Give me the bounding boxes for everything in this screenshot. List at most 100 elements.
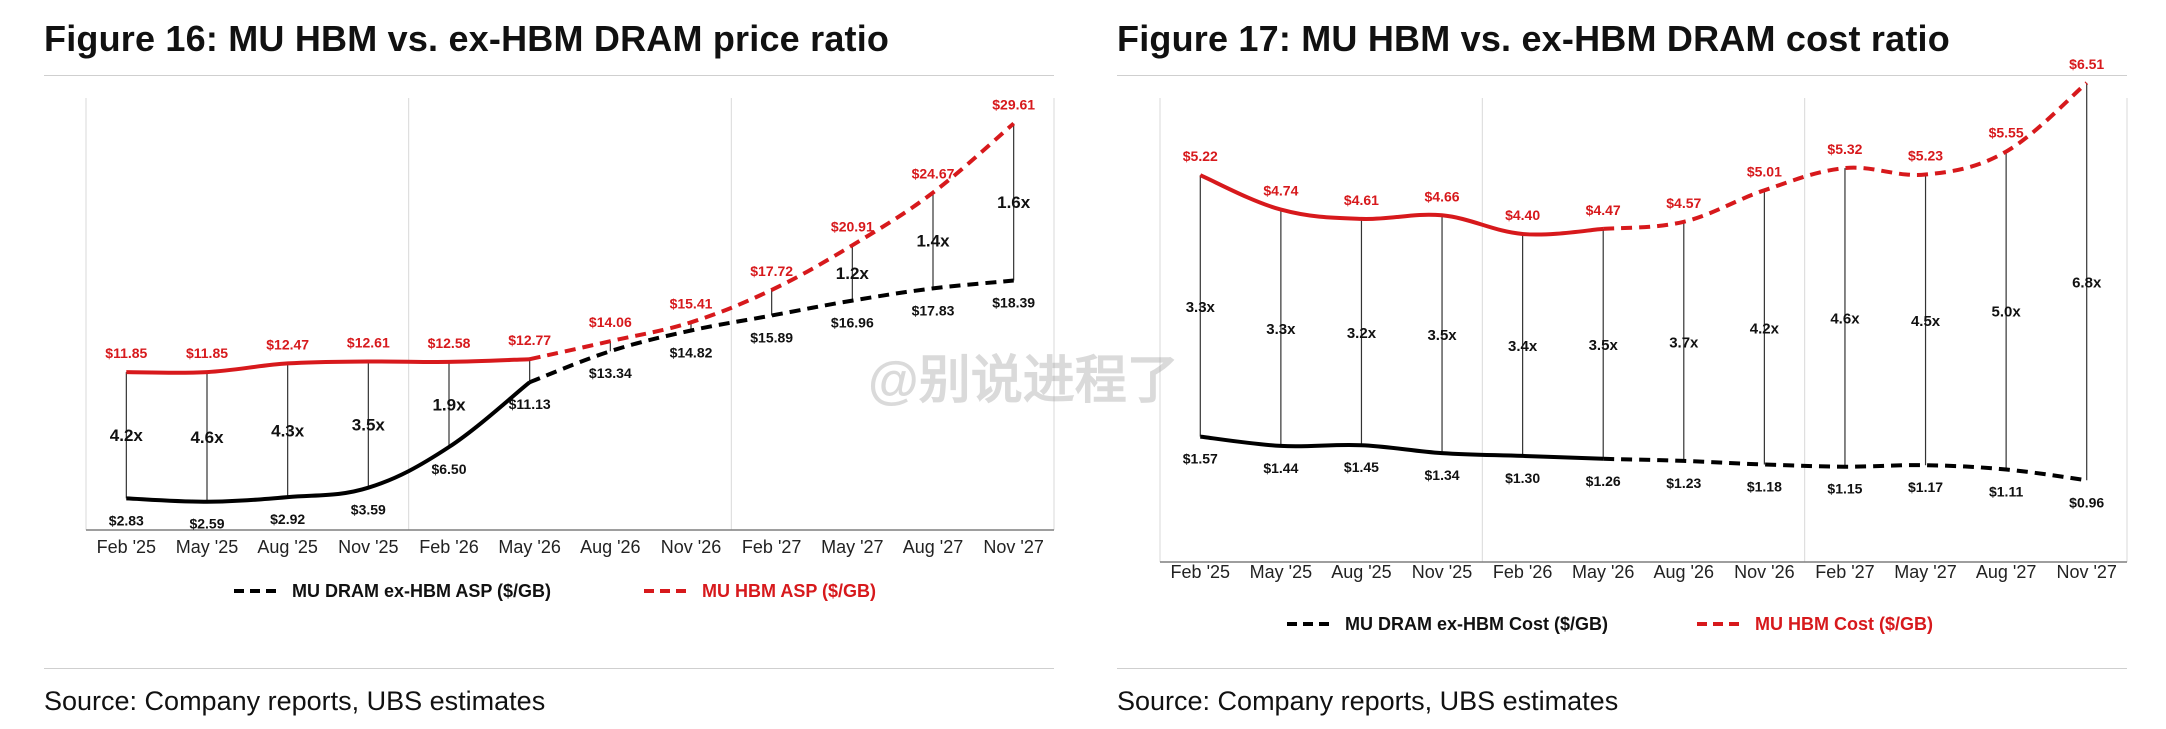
title-rule [44, 75, 1054, 76]
x-tick-label: May '25 [176, 537, 238, 557]
hbm-data-label: $4.66 [1425, 188, 1460, 204]
ex-hbm-data-label: $1.44 [1263, 460, 1298, 476]
ratio-label: 6.8x [2072, 275, 2102, 292]
price-ratio-chart: 4.2x 4.6x 4.3x 3.5x 1.9x 1.2x 1.4x 1.6x $2.83 $11… [85, 96, 1055, 601]
x-tick-label: Feb '25 [97, 537, 156, 557]
hbm-data-label: $24.67 [912, 166, 955, 182]
figure-16-panel: Figure 16: MU HBM vs. ex-HBM DRAM price … [44, 0, 1055, 729]
ex-hbm-data-label: $1.23 [1666, 475, 1701, 491]
hbm-data-label: $4.57 [1666, 195, 1701, 211]
x-tick-label: Nov '26 [661, 537, 721, 557]
ex-hbm-data-label: $2.83 [109, 512, 144, 528]
hbm-data-label: $20.91 [831, 218, 874, 234]
hbm-data-label: $4.47 [1586, 202, 1621, 218]
ex-hbm-series-line-actual [126, 380, 531, 504]
ex-hbm-data-label: $1.15 [1827, 481, 1862, 497]
hbm-data-label: $12.47 [266, 336, 309, 352]
hbm-data-label: $11.85 [105, 345, 147, 361]
hbm-data-label: $5.55 [1989, 125, 2024, 141]
ratio-label: 5.0x [1992, 304, 2022, 321]
source-rule [44, 668, 1054, 669]
hbm-series-line-estimate [1603, 81, 2089, 231]
ex-hbm-data-label: $1.11 [1989, 484, 2023, 500]
x-tick-label: Aug '25 [1331, 562, 1392, 582]
x-tick-label: May '26 [1572, 562, 1634, 582]
x-tick-label: May '27 [821, 537, 883, 557]
hbm-data-label: $12.61 [347, 334, 390, 350]
ratio-label: 4.2x [110, 426, 144, 445]
ex-hbm-series-line-estimate [1603, 456, 2087, 483]
ex-hbm-data-label: $13.34 [589, 365, 632, 381]
legend-label: MU HBM ASP ($/GB) [702, 581, 876, 601]
hbm-series-line-actual [1199, 173, 1604, 237]
ex-hbm-series-line-actual [1200, 434, 1604, 461]
ex-hbm-data-label: $1.26 [1586, 473, 1621, 489]
x-tick-label: Aug '26 [1654, 562, 1715, 582]
hbm-data-label: $4.40 [1505, 207, 1540, 223]
hbm-data-label: $12.77 [508, 332, 551, 348]
ratio-label: 3.7x [1669, 334, 1699, 351]
ex-hbm-data-label: $1.34 [1425, 467, 1460, 483]
ex-hbm-data-label: $14.82 [670, 345, 713, 361]
ratio-label: 1.9x [432, 395, 466, 414]
hbm-data-label: $5.01 [1747, 163, 1782, 179]
hbm-data-label: $5.22 [1183, 148, 1218, 164]
ratio-label: 3.2x [1347, 325, 1377, 342]
hbm-data-label: $15.41 [670, 295, 713, 311]
ex-hbm-data-label: $0.96 [2069, 494, 2104, 510]
ex-hbm-data-label: $18.39 [992, 295, 1035, 311]
x-tick-label: Aug '26 [580, 537, 641, 557]
ratio-label: 1.6x [997, 193, 1031, 212]
figure-17-panel: Figure 17: MU HBM vs. ex-HBM DRAM cost r… [1117, 0, 2128, 729]
cost-ratio-chart: 3.3x 3.3x 3.2x 3.5x 3.4x 3.5x 3.7x 4.2x 4.6x 4.5x… [1159, 56, 2128, 634]
ratio-label: 4.5x [1911, 313, 1941, 330]
x-tick-label: Feb '25 [1171, 562, 1230, 582]
x-tick-label: May '26 [498, 537, 560, 557]
hbm-series-line-actual [126, 357, 530, 375]
ratio-label: 4.6x [1830, 310, 1860, 327]
ex-hbm-data-label: $1.18 [1747, 479, 1782, 495]
x-tick-label: Aug '25 [257, 537, 318, 557]
x-tick-label: Aug '27 [1976, 562, 2037, 582]
legend-label: MU DRAM ex-HBM Cost ($/GB) [1345, 614, 1608, 634]
ex-hbm-data-label: $1.45 [1344, 459, 1379, 475]
ratio-label: 3.4x [1508, 338, 1538, 355]
ex-hbm-data-label: $16.96 [831, 315, 874, 331]
hbm-data-label: $4.61 [1344, 192, 1379, 208]
ratio-label: 3.5x [352, 416, 386, 435]
x-tick-label: Nov '26 [1734, 562, 1794, 582]
x-tick-label: Nov '25 [338, 537, 398, 557]
x-tick-label: Feb '27 [1815, 562, 1874, 582]
ex-hbm-data-label: $17.83 [912, 302, 955, 318]
hbm-series-line-estimate [529, 121, 1015, 362]
hbm-data-label: $17.72 [750, 263, 793, 279]
ex-hbm-data-label: $6.50 [431, 461, 466, 477]
title-rule [1117, 75, 2127, 76]
ex-hbm-data-label: $1.30 [1505, 470, 1540, 486]
chart-title: Figure 17: MU HBM vs. ex-HBM DRAM cost r… [1117, 18, 1950, 59]
watermark-text: @别说进程了 [868, 352, 1179, 410]
hbm-data-label: $11.85 [186, 345, 228, 361]
ex-hbm-data-label: $2.92 [270, 511, 305, 527]
hbm-data-label: $29.61 [992, 96, 1035, 112]
hbm-data-label: $4.74 [1263, 183, 1298, 199]
x-tick-label: Feb '26 [1493, 562, 1552, 582]
source-note: Source: Company reports, UBS estimates [1117, 686, 1619, 716]
ex-hbm-data-label: $15.89 [750, 330, 793, 346]
x-tick-label: May '25 [1250, 562, 1312, 582]
source-note: Source: Company reports, UBS estimates [44, 686, 546, 716]
ratio-label: 3.5x [1589, 337, 1619, 354]
ex-hbm-series-line-estimate [528, 278, 1014, 385]
hbm-data-label: $14.06 [589, 314, 632, 330]
hbm-data-label: $5.23 [1908, 148, 1943, 164]
ex-hbm-data-label: $1.17 [1908, 479, 1943, 495]
x-tick-label: Nov '25 [1412, 562, 1472, 582]
x-tick-label: Feb '27 [742, 537, 801, 557]
ratio-label: 1.2x [836, 264, 870, 283]
ratio-label: 3.3x [1266, 321, 1296, 338]
x-tick-label: Nov '27 [2056, 562, 2116, 582]
hbm-data-label: $12.58 [428, 335, 471, 351]
legend-label: MU HBM Cost ($/GB) [1755, 614, 1933, 634]
x-tick-label: May '27 [1894, 562, 1956, 582]
hbm-data-label: $6.51 [2069, 56, 2104, 72]
